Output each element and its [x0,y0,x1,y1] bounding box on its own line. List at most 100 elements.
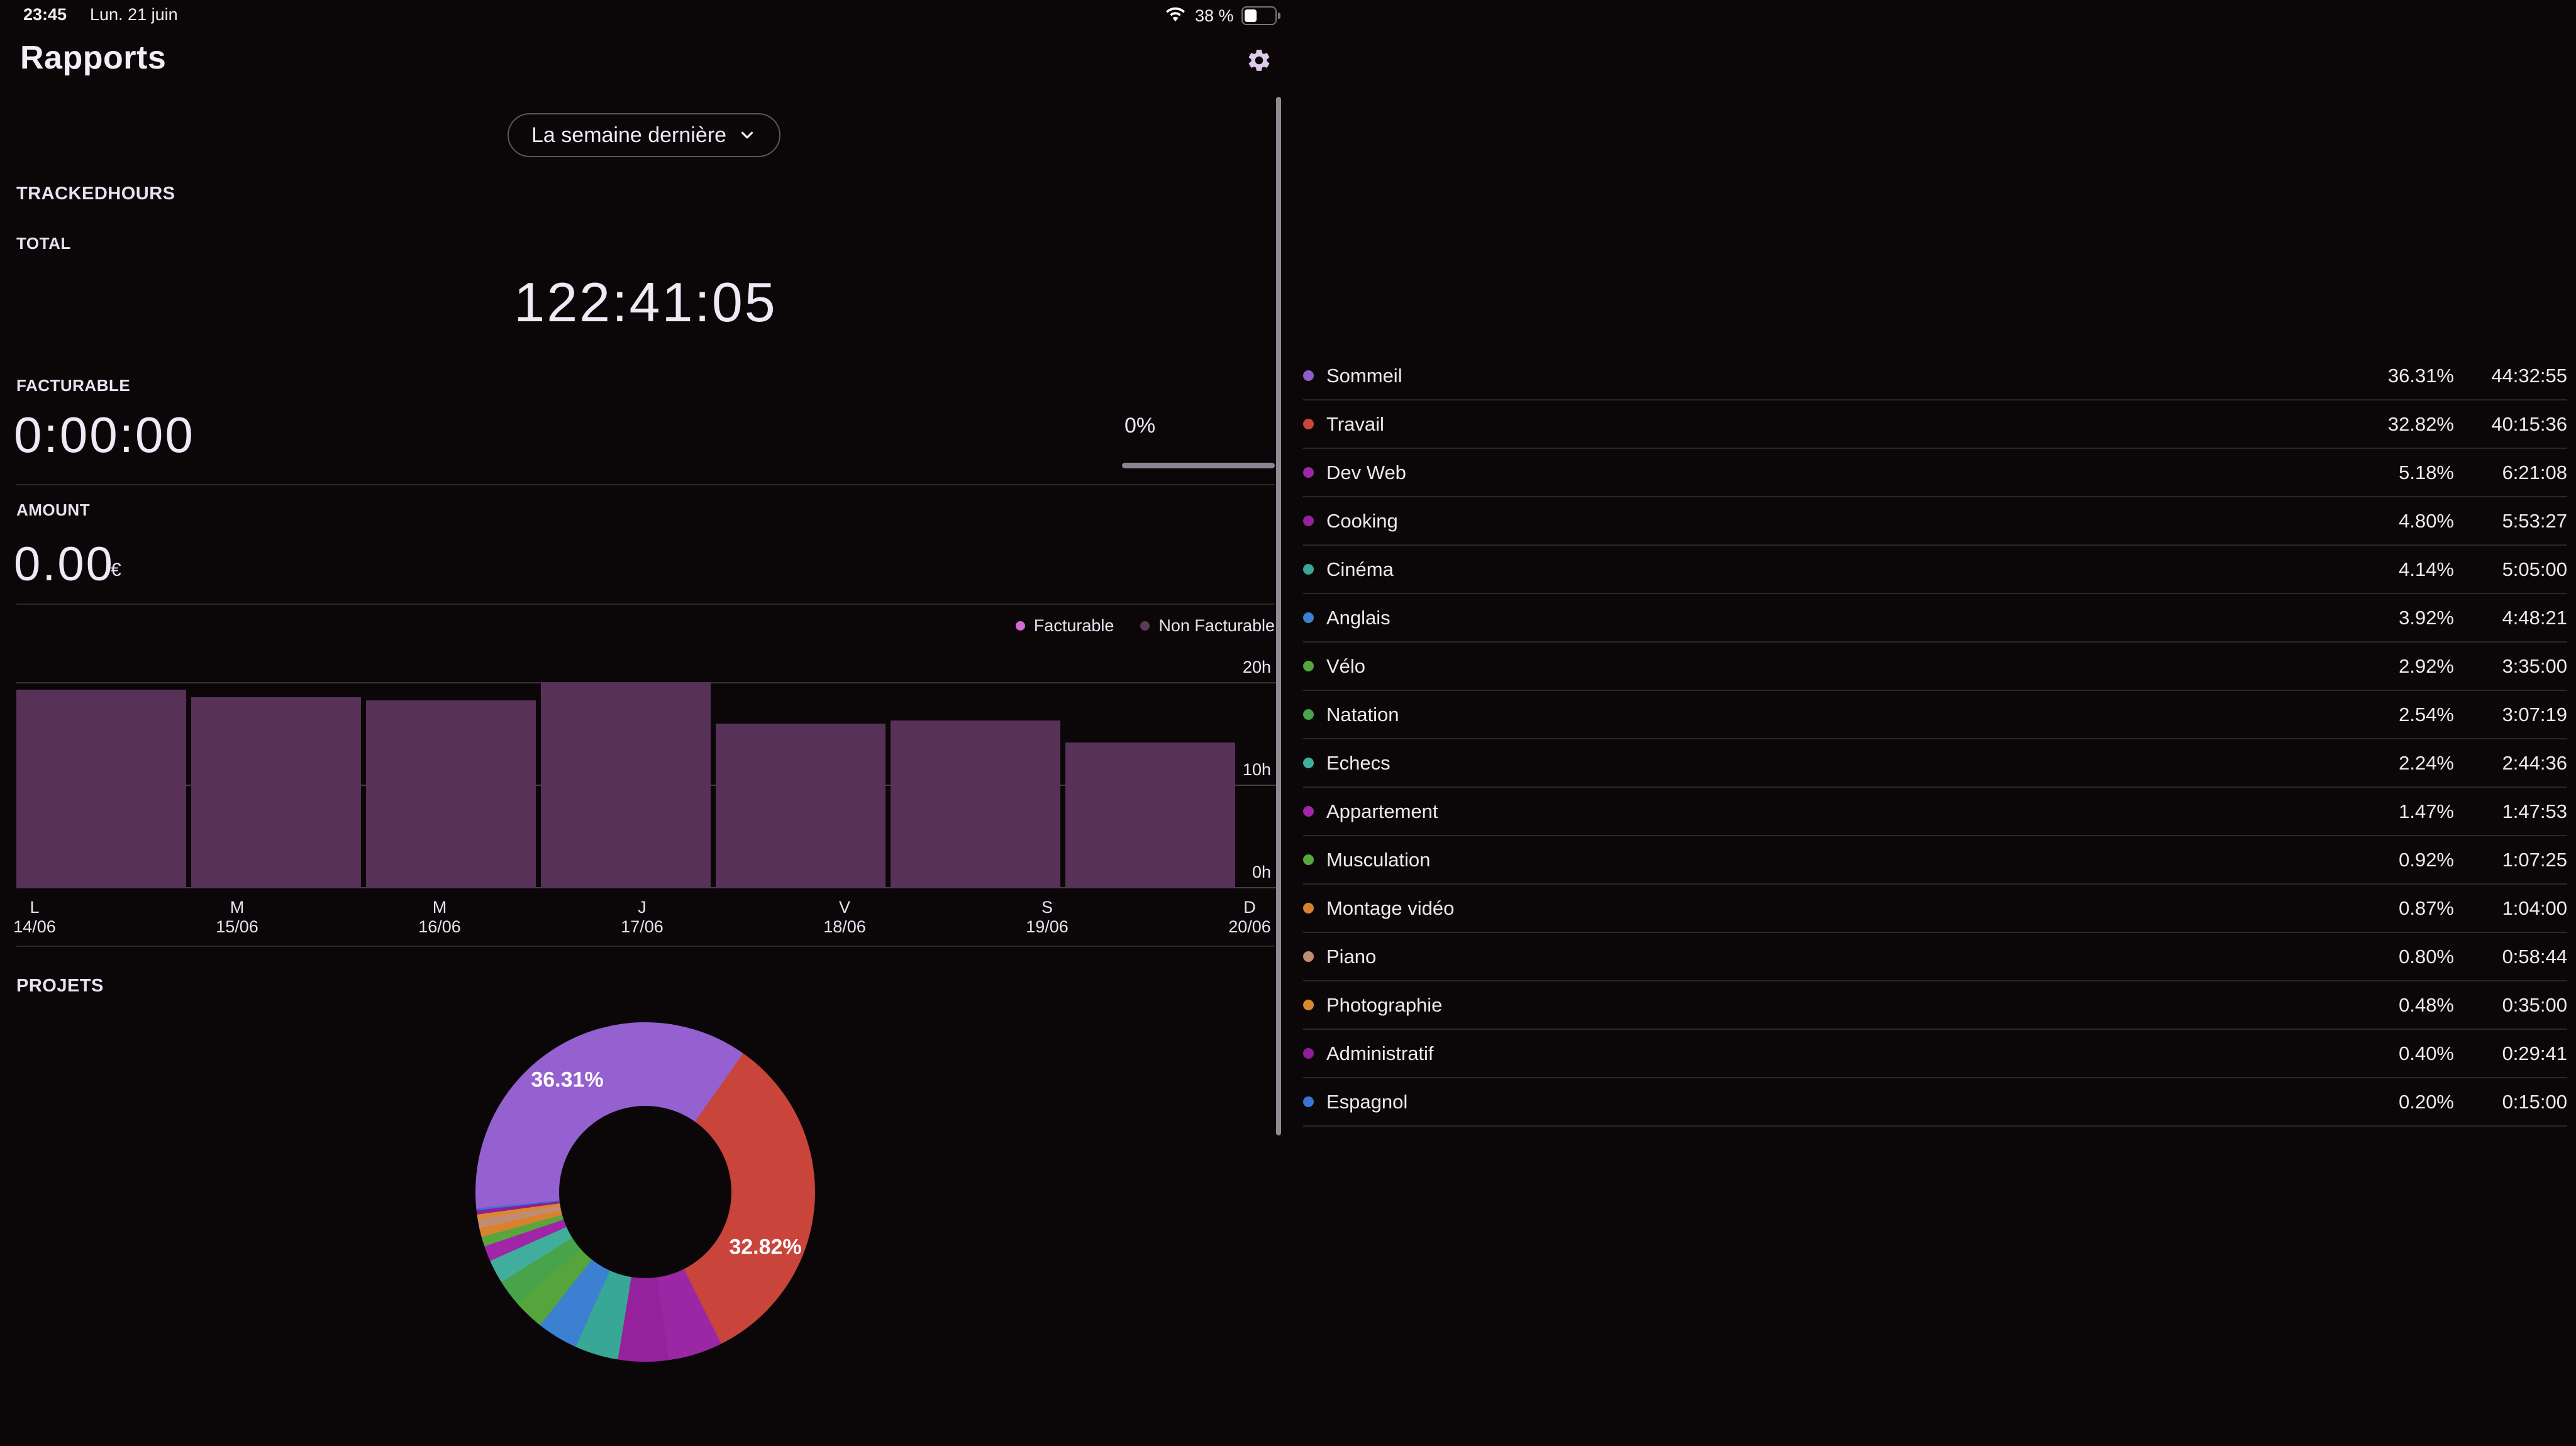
project-time: 6:21:08 [2502,461,2567,483]
project-name: Photographie [1326,993,1443,1016]
project-name: Espagnol [1326,1090,1408,1113]
xlabel-19-06: S 19/06 [1026,898,1069,936]
project-name: Cooking [1326,509,1398,532]
settings-button[interactable] [1244,47,1274,77]
project-color-dot-icon [1303,806,1314,817]
project-time: 0:35:00 [2502,993,2567,1016]
project-row-natation[interactable]: Natation 2.54% 3:07:19 [1303,691,2567,739]
currency-label: € [111,560,121,580]
project-color-dot-icon [1303,467,1314,478]
project-row-dev-web[interactable]: Dev Web 5.18% 6:21:08 [1303,449,2567,497]
project-row-travail[interactable]: Travail 32.82% 40:15:36 [1303,400,2567,449]
project-time: 0:58:44 [2502,945,2567,968]
projects-section-title: PROJETS [16,976,104,996]
status-time: 23:45 [23,5,67,24]
project-color-dot-icon [1303,564,1314,575]
xlabel-17-06: J 17/06 [621,898,663,936]
project-name: Anglais [1326,606,1391,629]
amount-label: AMOUNT [16,500,91,519]
project-name: Natation [1326,703,1399,726]
divider [16,604,1275,605]
project-color-dot-icon [1303,903,1314,913]
project-row-echecs[interactable]: Echecs 2.24% 2:44:36 [1303,739,2567,788]
page-title: Rapports [20,40,167,76]
project-percent: 0.92% [2399,848,2454,871]
date-range-selector[interactable]: La semaine dernière [508,113,780,157]
project-color-dot-icon [1303,709,1314,720]
billable-value: 0:00:00 [14,407,195,463]
project-row-piano[interactable]: Piano 0.80% 0:58:44 [1303,933,2567,981]
total-label: TOTAL [16,234,71,253]
project-time: 5:53:27 [2502,509,2567,532]
project-time: 0:15:00 [2502,1090,2567,1113]
amount-value: 0.00 [14,538,114,591]
bar-day-4[interactable] [716,724,886,888]
project-row-musculation[interactable]: Musculation 0.92% 1:07:25 [1303,836,2567,885]
project-time: 40:15:36 [2491,412,2567,435]
billable-label: FACTURABLE [16,376,131,395]
wifi-icon [1163,5,1187,27]
bar-day-2[interactable] [366,700,536,888]
trackedhours-section-title: TRACKEDHOURS [16,184,175,204]
project-list: Sommeil 36.31% 44:32:55 Travail 32.82% 40:15:… [1303,352,2567,1127]
chart-legend: Facturable Non Facturable [956,616,1275,636]
hours-bar-chart [16,678,1235,888]
divider [16,484,1275,485]
project-name: Piano [1326,945,1377,968]
battery-percent-label: 38 % [1195,6,1234,25]
project-percent: 0.20% [2399,1090,2454,1113]
project-row-administratif[interactable]: Administratif 0.40% 0:29:41 [1303,1030,2567,1078]
status-date: Lun. 21 juin [90,5,178,24]
project-time: 3:07:19 [2502,703,2567,726]
project-name: Administratif [1326,1042,1434,1064]
total-value: 122:41:05 [514,271,777,333]
gridline-0h [16,887,1277,888]
project-name: Montage vidéo [1326,897,1455,919]
project-percent: 5.18% [2399,461,2454,483]
project-row-v-lo[interactable]: Vélo 2.92% 3:35:00 [1303,643,2567,691]
legend-item-facturable[interactable]: Facturable [1015,616,1114,636]
project-time: 0:29:41 [2502,1042,2567,1064]
divider [16,946,1275,947]
project-row-montage-vid-o[interactable]: Montage vidéo 0.87% 1:04:00 [1303,885,2567,933]
project-time: 1:07:25 [2502,848,2567,871]
project-color-dot-icon [1303,612,1314,623]
bar-day-5[interactable] [891,720,1060,888]
status-right-cluster: 38 % [1163,4,1280,28]
project-time: 3:35:00 [2502,654,2567,677]
project-row-sommeil[interactable]: Sommeil 36.31% 44:32:55 [1303,352,2567,400]
project-name: Travail [1326,412,1384,435]
project-name: Echecs [1326,751,1391,774]
xlabel-18-06: V 18/06 [823,898,866,936]
donut-hole [559,1106,731,1278]
project-row-espagnol[interactable]: Espagnol 0.20% 0:15:00 [1303,1078,2567,1127]
bar-day-6[interactable] [1065,742,1235,888]
bar-day-0[interactable] [16,690,186,888]
project-name: Vélo [1326,654,1366,677]
project-row-cin-ma[interactable]: Cinéma 4.14% 5:05:00 [1303,546,2567,594]
project-time: 2:44:36 [2502,751,2567,774]
bar-day-1[interactable] [191,697,361,888]
project-percent: 0.80% [2399,945,2454,968]
project-percent: 0.48% [2399,993,2454,1016]
ytick-0h: 0h [1252,863,1271,881]
legend-facturable-label: Facturable [1033,616,1114,635]
project-percent: 2.54% [2399,703,2454,726]
ytick-10h: 10h [1242,760,1271,779]
bar-day-3[interactable] [541,682,711,888]
project-percent: 3.92% [2399,606,2454,629]
project-row-anglais[interactable]: Anglais 3.92% 4:48:21 [1303,594,2567,643]
gear-icon [1246,47,1272,77]
xlabel-15-06: M 15/06 [216,898,258,936]
project-time: 5:05:00 [2502,558,2567,580]
projects-donut-chart[interactable]: 36.31% 32.82% [475,1022,815,1362]
project-percent: 32.82% [2387,412,2454,435]
legend-non-facturable-label: Non Facturable [1158,616,1275,635]
project-name: Appartement [1326,800,1438,822]
legend-item-non-facturable[interactable]: Non Facturable [1140,616,1275,636]
project-row-photographie[interactable]: Photographie 0.48% 0:35:00 [1303,981,2567,1030]
project-name: Dev Web [1326,461,1406,483]
project-row-cooking[interactable]: Cooking 4.80% 5:53:27 [1303,497,2567,546]
project-row-appartement[interactable]: Appartement 1.47% 1:47:53 [1303,788,2567,836]
